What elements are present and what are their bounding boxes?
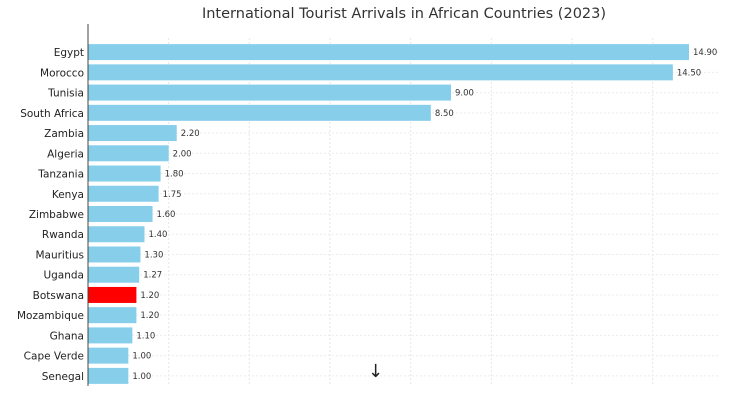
bar-kenya <box>88 185 159 202</box>
y-tick-label: South Africa <box>20 108 84 120</box>
y-tick-label: Senegal <box>42 371 84 383</box>
data-label: 1.20 <box>140 311 159 321</box>
y-tick-label: Cape Verde <box>24 351 84 363</box>
y-tick-label: Algeria <box>47 148 84 160</box>
bar-mozambique <box>88 307 137 324</box>
data-label: 8.50 <box>435 109 454 119</box>
bars <box>88 44 689 384</box>
bar-ghana <box>88 327 133 344</box>
data-label: 1.60 <box>157 210 176 220</box>
bar-rwanda <box>88 226 145 243</box>
data-label: 1.20 <box>140 291 159 301</box>
bar-zambia <box>88 125 177 142</box>
data-label: 1.75 <box>163 190 182 200</box>
arrow-down-icon[interactable]: ↓ <box>368 361 384 382</box>
y-tick-label: Kenya <box>52 189 84 201</box>
bar-uganda <box>88 266 140 283</box>
data-label: 1.00 <box>132 352 151 362</box>
y-tick-label: Rwanda <box>42 229 84 241</box>
bar-zimbabwe <box>88 206 153 222</box>
bar-cape-verde <box>88 347 129 364</box>
y-tick-label: Morocco <box>40 67 84 79</box>
bar-algeria <box>88 145 169 162</box>
bar-tunisia <box>88 84 452 101</box>
data-label: 1.00 <box>132 372 151 382</box>
data-label: 1.80 <box>165 170 184 180</box>
data-label: 1.10 <box>136 331 155 341</box>
y-tick-label: Mozambique <box>17 310 84 322</box>
data-label: 2.00 <box>173 149 192 159</box>
data-label: 14.90 <box>693 48 717 58</box>
y-tick-label: Zambia <box>44 128 84 140</box>
y-tick-label: Ghana <box>50 330 84 342</box>
data-label: 9.00 <box>455 89 474 99</box>
y-tick-label: Zimbabwe <box>29 209 84 221</box>
y-tick-label: Tunisia <box>47 88 84 100</box>
data-label: 1.30 <box>144 250 163 260</box>
data-label: 1.27 <box>143 271 162 281</box>
bar-mauritius <box>88 246 141 263</box>
bar-botswana <box>88 286 137 303</box>
chart-title: International Tourist Arrivals in Africa… <box>201 6 607 22</box>
data-label: 14.50 <box>677 68 701 78</box>
bar-senegal <box>88 367 129 384</box>
bar-tanzania <box>88 165 161 182</box>
bar-egypt <box>88 44 689 61</box>
labels: Egypt 14.90 Morocco 14.50 Tunisia 9.00 South A… <box>17 47 717 383</box>
data-label: 2.20 <box>181 129 200 139</box>
y-tick-label: Uganda <box>43 270 84 282</box>
y-tick-label: Botswana <box>33 290 84 302</box>
y-tick-label: Egypt <box>54 47 84 59</box>
bar-morocco <box>88 64 673 81</box>
data-label: 1.40 <box>148 230 167 240</box>
bar-south-africa <box>88 104 431 121</box>
y-tick-label: Tanzania <box>37 169 84 181</box>
y-tick-label: Mauritius <box>35 249 84 261</box>
